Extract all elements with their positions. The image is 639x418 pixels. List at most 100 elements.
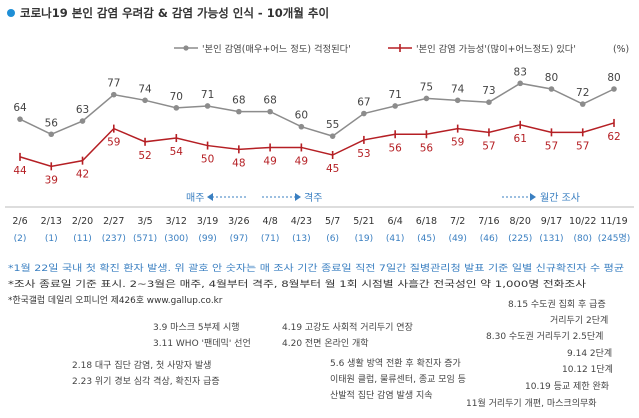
legend-label-possibility: '본인 감염 가능성'(많이+어느정도) 있다'	[416, 43, 576, 55]
data-point	[142, 97, 148, 104]
x-tick-label: 2/27	[103, 216, 124, 227]
x-tick-label: 5/7	[325, 216, 340, 227]
data-point	[17, 116, 23, 122]
x-sample-size-label: (245명)	[598, 233, 630, 244]
data-label: 73	[482, 85, 495, 97]
x-axis-ticks: 2/6 (2) 2/13 (1) 2/20 (11) 2/27 (237) 3/5 (571) 3/…	[12, 216, 630, 244]
x-sample-size-label: (80)	[573, 234, 591, 244]
x-tick-label: 11/19	[600, 216, 627, 227]
data-label: 68	[232, 95, 245, 107]
period-biweekly-label: 격주	[304, 191, 322, 204]
chart-title: 코로나19 본인 감염 우려감 & 감염 가능성 인식 - 10개월 추이	[20, 6, 329, 20]
data-point	[579, 101, 586, 107]
x-sample-size-label: (11)	[73, 234, 91, 244]
event-text: 4.19 고강도 사회적 거리두기 연장	[282, 321, 413, 333]
data-label: 39	[45, 174, 58, 186]
data-point	[204, 103, 211, 109]
legend-item-worry: '본인 감염(매우+어느 정도) 걱정된다'	[174, 43, 351, 55]
data-label: 63	[76, 104, 89, 116]
legend-label-worry: '본인 감염(매우+어느 정도) 걱정된다'	[202, 43, 351, 55]
x-tick-label: 5/21	[353, 216, 374, 227]
data-label: 68	[263, 95, 276, 107]
data-label: 57	[545, 140, 558, 152]
data-label: 59	[107, 137, 120, 149]
data-point	[48, 131, 55, 138]
data-label: 71	[201, 89, 214, 101]
arrow-left-icon	[207, 193, 213, 201]
data-label: 70	[170, 91, 183, 103]
event-text: 2.23 위기 경보 심각 격상, 확진자 급증	[72, 375, 220, 387]
x-sample-size-label: (49)	[448, 234, 466, 244]
event-text: 10.12 1단계	[562, 363, 613, 375]
data-label: 67	[357, 97, 370, 109]
data-point	[236, 108, 242, 115]
data-label: 74	[138, 83, 152, 95]
x-sample-size-label: (41)	[386, 234, 404, 244]
period-biweekly: 격주	[262, 191, 322, 204]
data-point	[110, 91, 117, 98]
title-bullet	[7, 9, 15, 17]
data-label: 75	[420, 81, 433, 93]
x-sample-size-label: (1)	[45, 234, 58, 244]
data-point	[423, 95, 430, 102]
data-point	[361, 110, 367, 117]
data-label: 57	[576, 140, 589, 152]
x-sample-size-label: (19)	[355, 234, 373, 244]
event-annotations: 8.15 수도권 집회 후 급증 거리두기 2단계 8.30 수도권 거리두기 …	[72, 298, 613, 409]
x-sample-size-label: (97)	[230, 234, 248, 244]
x-tick-label: 2/6	[12, 216, 27, 227]
data-point	[486, 99, 492, 105]
event-text: 산발적 집단 감염 발생 지속	[330, 389, 433, 401]
period-monthly-label: 월간 조사	[540, 192, 580, 204]
data-label: 48	[232, 157, 245, 169]
x-tick-label: 3/19	[197, 216, 218, 227]
x-sample-size-label: (237)	[102, 234, 126, 244]
x-tick-label: 2/20	[72, 216, 93, 227]
data-label: 80	[607, 72, 620, 84]
x-sample-size-label: (131)	[539, 234, 563, 244]
x-sample-size-label: (225)	[508, 234, 532, 244]
data-label: 44	[13, 165, 27, 177]
event-text: 3.11 WHO '팬데믹' 선언	[153, 337, 251, 349]
event-text: 8.30 수도권 거리두기 2.5단계	[486, 330, 603, 342]
data-point	[392, 103, 398, 109]
data-label: 45	[326, 163, 339, 175]
data-point	[79, 118, 86, 124]
x-sample-size-label: (300)	[164, 234, 188, 244]
data-label: 83	[514, 66, 527, 78]
arrow-right-icon	[295, 193, 301, 201]
event-text: 2.18 대구 집단 감염, 첫 사망자 발생	[72, 359, 211, 371]
data-point	[611, 86, 617, 92]
series-line	[19, 82, 615, 137]
event-text: 거리두기 2단계	[550, 314, 608, 326]
x-sample-size-label: (71)	[261, 234, 279, 244]
x-sample-size-label: (2)	[14, 234, 27, 244]
series-worry: 64 56 63 77 74 70 71 68 68 60 55 67 71 75 74 73 83 80 72 80	[13, 66, 621, 139]
event-text: 9.14 2단계	[567, 347, 612, 359]
arrow-right-icon	[530, 193, 536, 201]
legend-item-possibility: '본인 감염 가능성'(많이+어느정도) 있다'	[388, 43, 576, 55]
data-point	[267, 108, 273, 115]
legend: '본인 감염(매우+어느 정도) 걱정된다' '본인 감염 가능성'(많이+어느…	[174, 43, 629, 55]
data-label: 80	[545, 72, 558, 84]
data-label: 56	[420, 142, 434, 154]
data-label: 42	[76, 169, 89, 181]
data-label: 64	[13, 102, 27, 114]
x-tick-label: 6/18	[416, 216, 437, 227]
data-point	[298, 123, 305, 130]
data-label: 71	[388, 89, 401, 101]
event-text: 3.9 마스크 5부제 시행	[153, 321, 240, 333]
x-tick-label: 7/16	[478, 216, 499, 227]
x-sample-size-label: (13)	[292, 234, 310, 244]
x-tick-label: 10/22	[569, 216, 596, 227]
period-weekly: 매주	[186, 192, 247, 204]
data-label: 62	[607, 131, 620, 143]
x-tick-label: 3/12	[166, 216, 187, 227]
note-2: *조사 종료일 기준 표시. 2~3월은 매주, 4월부터 격주, 8월부터 월…	[8, 278, 586, 290]
x-tick-label: 7/2	[450, 216, 465, 227]
data-label: 53	[357, 148, 370, 160]
data-point	[173, 105, 180, 111]
data-label: 49	[295, 155, 308, 167]
data-point	[517, 80, 524, 87]
